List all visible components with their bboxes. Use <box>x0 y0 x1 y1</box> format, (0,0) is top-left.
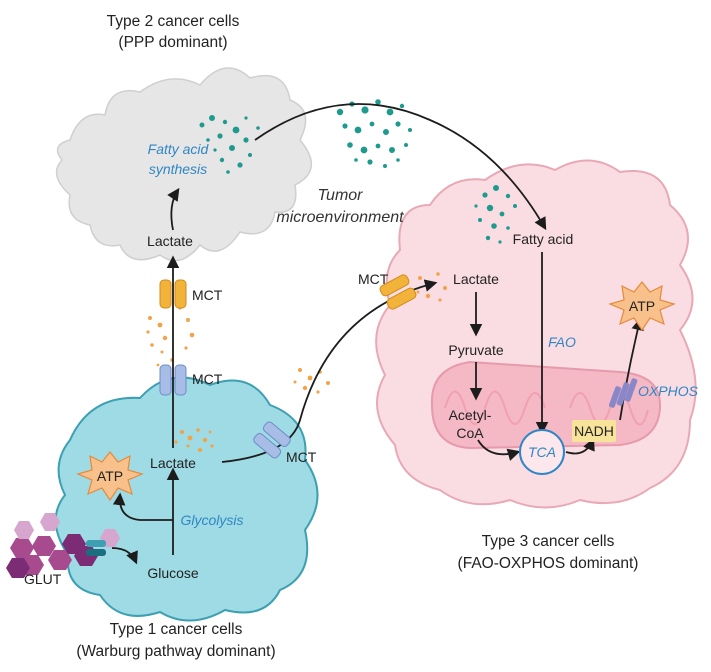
arrow-glut-to-glucose <box>111 547 138 565</box>
oxphos-label: OXPHOS <box>638 383 699 399</box>
lactate-label-type3: Lactate <box>453 271 499 287</box>
lactate-label-type2: Lactate <box>147 233 193 249</box>
mct-label-4: MCT <box>358 271 389 287</box>
glut-label: GLUT <box>24 571 62 587</box>
mct-label-1: MCT <box>192 287 223 303</box>
fao-label: FAO <box>548 334 576 350</box>
atp-burst-icon <box>608 281 676 332</box>
arrow-tca-to-nadh <box>565 437 595 455</box>
mct-transporter-icon <box>159 364 187 396</box>
microenvironment-label-line1: Tumor <box>317 187 363 204</box>
glucose-label: Glucose <box>147 565 199 581</box>
tca-cycle-icon <box>519 429 565 475</box>
atp-label-type1: ATP <box>97 468 123 484</box>
fatty-acid-synthesis-label: Fatty acid <box>148 141 210 157</box>
arrow-oxphos-to-atp <box>619 317 644 421</box>
acetyl-coa-label-2: CoA <box>456 425 484 441</box>
arrow-lactate-to-type3 <box>221 279 438 463</box>
nadh-box <box>572 420 616 442</box>
mct-label-2: MCT <box>192 371 223 387</box>
type2-title: Type 2 cancer cells <box>107 13 240 30</box>
arrow-glycolysis-to-atp <box>112 492 173 521</box>
lactate-dots-between <box>146 306 195 367</box>
tca-label: TCA <box>528 444 556 460</box>
arrow-fatty-acid-to-type3 <box>254 103 547 231</box>
lactate-dots-microenvironment <box>293 368 330 394</box>
type1-subtitle: (Warburg pathway dominant) <box>76 643 275 660</box>
type2-cell <box>55 67 312 262</box>
arrow-acetylcoa-to-tca <box>477 439 521 461</box>
fatty-acid-synthesis-label-2: synthesis <box>149 161 207 177</box>
mct-transporter-icon <box>159 279 187 309</box>
mct-transporter-icon <box>379 274 417 310</box>
nadh-label: NADH <box>574 423 614 439</box>
fatty-acid-dots-microenvironment <box>336 99 412 168</box>
type1-cell <box>54 376 319 622</box>
acetyl-coa-label: Acetyl- <box>449 407 492 423</box>
type3-subtitle: (FAO-OXPHOS dominant) <box>458 555 639 572</box>
glut-transporter-icon <box>86 540 106 556</box>
atp-burst-icon <box>76 451 144 502</box>
fatty-acid-dots-type2 <box>199 115 260 174</box>
lactate-label-type1: Lactate <box>150 455 196 471</box>
mct-transporter-icon <box>253 421 291 459</box>
oxphos-complex-icon <box>608 378 638 408</box>
arrow-lactate-to-synthesis <box>167 187 180 231</box>
type2-subtitle: (PPP dominant) <box>118 34 227 51</box>
mitochondrion-cristae <box>444 390 649 426</box>
type3-title: Type 3 cancer cells <box>482 533 615 550</box>
pyruvate-label: Pyruvate <box>448 342 503 358</box>
mct-label-3: MCT <box>286 449 317 465</box>
fatty-acid-label: Fatty acid <box>513 231 574 247</box>
lactate-dots-type1 <box>174 428 214 452</box>
fatty-acid-dots-type3 <box>474 185 517 244</box>
glycolysis-label: Glycolysis <box>180 512 243 528</box>
type1-title: Type 1 cancer cells <box>110 621 243 638</box>
microenvironment-label-line2: microenvironment <box>276 209 404 226</box>
atp-label-type3: ATP <box>629 298 655 314</box>
